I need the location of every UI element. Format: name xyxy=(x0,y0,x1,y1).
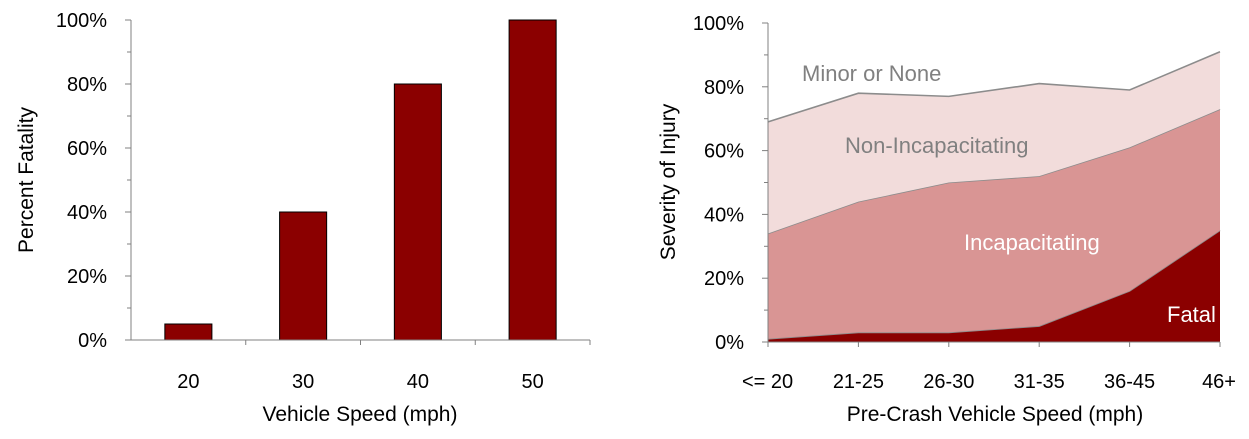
bar xyxy=(393,83,442,341)
bar-y-tick-label: 80% xyxy=(67,74,107,96)
area-y-axis: 0% 20% 40% 60% 80% 100% xyxy=(693,13,768,354)
bar-x-axis-title: Vehicle Speed (mph) xyxy=(263,403,458,426)
label-incapacitating: Incapacitating xyxy=(964,230,1100,255)
bar-y-tick-label: 40% xyxy=(67,202,107,224)
bar-x-axis: 20 30 40 50 xyxy=(177,340,591,393)
bar-x-tick-label: 50 xyxy=(522,371,544,393)
area-series xyxy=(767,50,1221,342)
area-chart: 0% 20% 40% 60% 80% 100% <= 20 21-25 26-30 31-35 3… xyxy=(657,13,1236,426)
bar-y-axis: 0% 20% 40% 60% 80% 100% xyxy=(56,10,131,352)
bar-y-tick-label: 0% xyxy=(78,330,107,352)
area-x-axis: <= 20 21-25 26-30 31-35 36-45 46+ xyxy=(742,342,1236,393)
area-x-tick-label: 21-25 xyxy=(833,371,884,393)
area-y-tick-label: 20% xyxy=(704,268,744,290)
area-x-tick-label: 46+ xyxy=(1202,371,1236,393)
area-x-tick-label: 36-45 xyxy=(1104,371,1155,393)
bar-y-axis-title: Percent Fatality xyxy=(15,107,38,253)
area-y-tick-label: 100% xyxy=(693,13,744,35)
bar-y-tick-label: 20% xyxy=(67,266,107,288)
area-boundary-line xyxy=(767,50,1221,123)
bar xyxy=(508,19,557,341)
area-x-axis-title: Pre-Crash Vehicle Speed (mph) xyxy=(847,403,1143,426)
bar-series xyxy=(164,19,557,341)
bar-x-tick-label: 40 xyxy=(407,371,429,393)
bar xyxy=(164,323,213,341)
bar-y-tick-label: 100% xyxy=(56,10,107,32)
bar xyxy=(279,211,328,341)
bar-x-tick-label: 30 xyxy=(292,371,314,393)
area-y-tick-label: 80% xyxy=(704,77,744,99)
label-fatal: Fatal xyxy=(1167,302,1216,327)
label-minor-or-none: Minor or None xyxy=(802,61,941,86)
bar-chart: 0% 20% 40% 60% 80% 100% 20 30 40 50 Vehicle Spee… xyxy=(15,10,591,426)
area-y-axis-title: Severity of Injury xyxy=(657,103,680,260)
area-y-tick-label: 60% xyxy=(704,141,744,163)
area-y-tick-label: 40% xyxy=(704,204,744,226)
area-x-tick-label: <= 20 xyxy=(742,371,793,393)
area-incapacitating xyxy=(768,109,1220,339)
area-fatal xyxy=(768,230,1220,342)
area-x-tick-label: 31-35 xyxy=(1014,371,1065,393)
bar-y-tick-label: 60% xyxy=(67,138,107,160)
area-non-incapacitating xyxy=(768,51,1220,234)
area-x-tick-label: 26-30 xyxy=(923,371,974,393)
area-y-tick-label: 0% xyxy=(715,332,744,354)
bar-x-tick-label: 20 xyxy=(177,371,199,393)
label-non-incapacitating: Non-Incapacitating xyxy=(845,133,1028,158)
